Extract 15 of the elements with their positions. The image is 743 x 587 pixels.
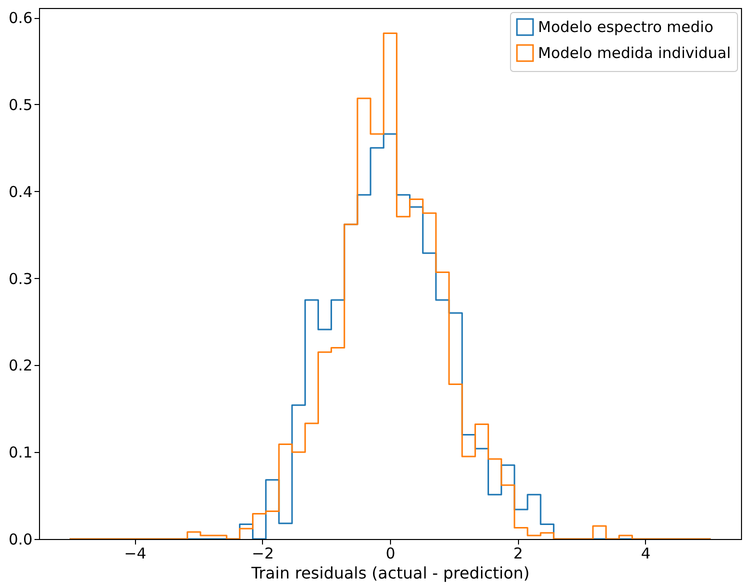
y-tick-label: 0.5 (8, 96, 32, 114)
y-tick-label: 0.6 (8, 9, 32, 28)
y-tick-label: 0.4 (8, 182, 32, 201)
x-tick-label: −4 (124, 544, 146, 562)
y-tick-label: 0.1 (8, 444, 32, 462)
x-axis-title: Train residuals (actual - prediction) (250, 564, 530, 582)
x-tick-label: 4 (641, 544, 651, 562)
legend-label: Modelo medida individual (538, 44, 731, 62)
y-tick-label: 0.2 (8, 356, 32, 375)
legend-label: Modelo espectro medio (538, 18, 714, 36)
y-tick-label: 0.3 (8, 270, 32, 288)
x-tick-label: 0 (386, 544, 396, 562)
x-tick-label: −2 (252, 544, 274, 562)
y-tick-label: 0.0 (8, 530, 32, 548)
x-tick-label: 2 (513, 544, 523, 562)
